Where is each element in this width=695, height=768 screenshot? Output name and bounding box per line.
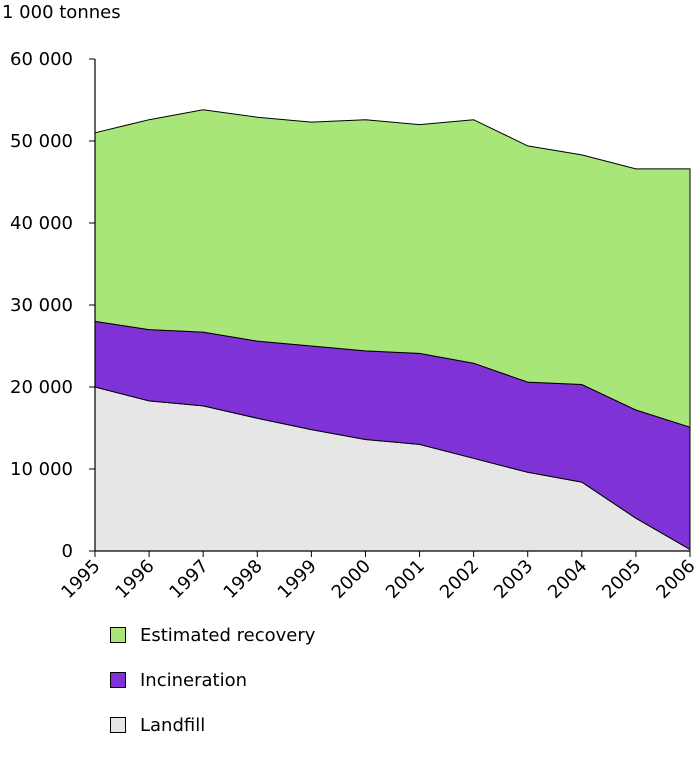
x-tick-label: 2004: [544, 556, 591, 603]
y-tick-label: 0: [62, 541, 73, 562]
legend-item-estimated-recovery: Estimated recovery: [110, 624, 315, 646]
x-tick-label: 2001: [382, 556, 429, 603]
y-tick-label: 50 000: [10, 131, 73, 152]
x-tick-label: 1996: [111, 556, 158, 603]
y-unit-label: 1 000 tonnes: [2, 2, 121, 23]
legend: Estimated recovery Incineration Landfill: [110, 624, 315, 759]
y-tick-label: 40 000: [10, 213, 73, 234]
legend-swatch-landfill: [110, 717, 126, 733]
legend-swatch-estimated-recovery: [110, 627, 126, 643]
legend-item-landfill: Landfill: [110, 714, 315, 736]
y-tick-label: 30 000: [10, 295, 73, 316]
x-tick-label: 1999: [274, 556, 321, 603]
y-tick-label: 20 000: [10, 377, 73, 398]
x-tick-label: 2000: [328, 556, 375, 603]
y-tick-label: 10 000: [10, 459, 73, 480]
legend-label-incineration: Incineration: [140, 669, 248, 691]
stacked-area-chart: 0 10 000 20 000 30 000 40 000 50 000 60 000 19…: [10, 49, 695, 603]
x-tick-label: 1995: [57, 556, 104, 603]
y-tick-label: 60 000: [10, 49, 73, 70]
legend-label-landfill: Landfill: [140, 714, 206, 736]
legend-swatch-incineration: [110, 672, 126, 688]
area-estimated-recovery: [94, 109, 691, 428]
x-tick-label: 2002: [436, 556, 483, 603]
x-tick-label: 1997: [165, 556, 212, 603]
x-tick-label: 2006: [652, 556, 695, 603]
x-tick-label: 2003: [490, 556, 537, 603]
legend-item-incineration: Incineration: [110, 669, 315, 691]
x-tick-label: 2005: [598, 556, 645, 603]
legend-label-estimated-recovery: Estimated recovery: [140, 624, 316, 646]
x-tick-label: 1998: [220, 556, 267, 603]
